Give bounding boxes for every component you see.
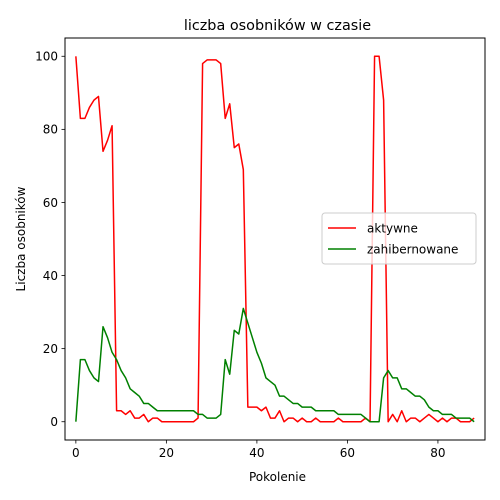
y-tick-label: 100 [35,50,58,64]
legend: aktywne zahibernowane [321,212,477,265]
axes-frame [64,37,486,441]
legend-box [321,212,477,265]
y-tick-label: 0 [50,415,58,429]
x-tick-label: 20 [159,446,174,460]
legend-label-1: zahibernowane [367,242,458,256]
series-line-0 [75,55,475,423]
x-tick-label: 80 [430,446,445,460]
x-tick-label: 40 [249,446,264,460]
plot-area [75,55,475,423]
x-tick-label: 60 [340,446,355,460]
y-tick-label: 40 [43,269,58,283]
series-line-1 [75,307,475,423]
x-tick-label: 0 [72,446,80,460]
x-axis-label: Pokolenie [249,470,306,484]
chart-title: liczba osobników w czasie [184,18,371,34]
y-axis-ticks: 0 20 40 60 80 100 [35,50,65,429]
legend-label-0: aktywne [367,221,418,235]
x-axis-ticks: 0 20 40 60 80 [72,440,446,460]
y-tick-label: 60 [43,196,58,210]
y-tick-label: 80 [43,123,58,137]
y-axis-label: Liczba osobników [14,186,28,291]
y-tick-label: 20 [43,342,58,356]
